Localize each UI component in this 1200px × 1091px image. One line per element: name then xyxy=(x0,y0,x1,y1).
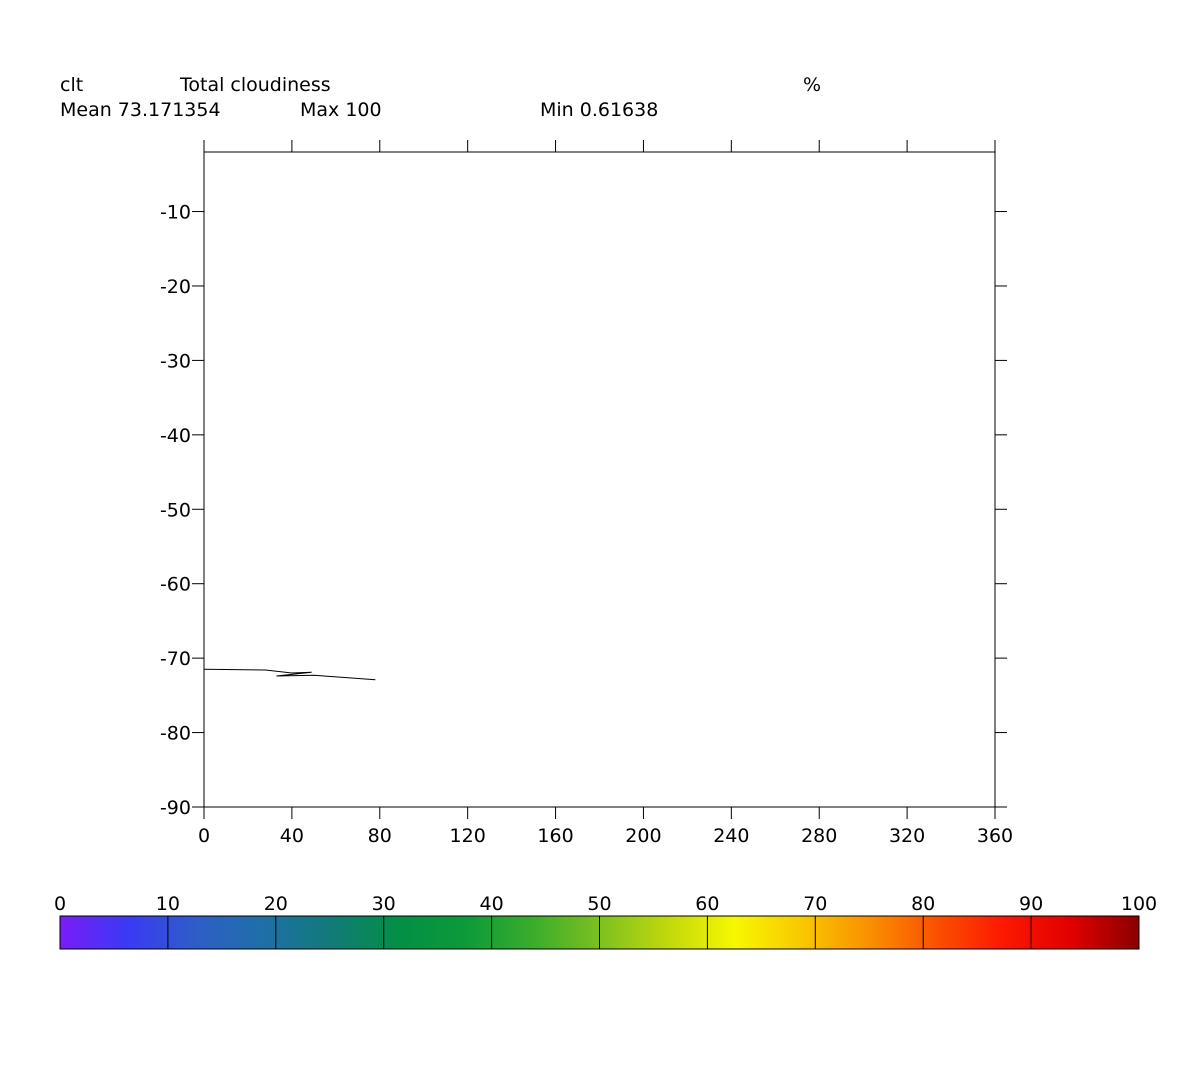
colorbar-labels: 0 10 20 30 40 50 60 70 80 90 100 xyxy=(54,893,1157,915)
x-tick-label: 320 xyxy=(889,825,925,847)
x-tick-label: 160 xyxy=(537,825,573,847)
colorbar-label: 40 xyxy=(480,893,504,915)
colorbar-dividers xyxy=(167,916,1032,949)
x-tick-label: 360 xyxy=(977,825,1013,847)
colorbar-label: 60 xyxy=(695,893,719,915)
coastline-series xyxy=(203,668,376,681)
variable-name: clt xyxy=(60,74,83,96)
colorbar-label: 10 xyxy=(156,893,180,915)
x-tick-label: 120 xyxy=(450,825,486,847)
x-tick-label: 240 xyxy=(713,825,749,847)
colorbar-label: 0 xyxy=(54,893,66,915)
colorbar-label: 50 xyxy=(587,893,611,915)
plot-area xyxy=(203,668,376,681)
x-tick-label: 80 xyxy=(368,825,392,847)
y-tick-label: -70 xyxy=(160,648,191,670)
colorbar-label: 80 xyxy=(911,893,935,915)
x-tick-label: 200 xyxy=(625,825,661,847)
y-tick-label: -20 xyxy=(160,276,191,298)
x-tick-label: 0 xyxy=(198,825,210,847)
min-stat: Min 0.61638 xyxy=(540,99,658,121)
colorbar-label: 30 xyxy=(372,893,396,915)
y-tick-label: -80 xyxy=(160,723,191,745)
y-tick-label: -90 xyxy=(160,797,191,819)
y-tick-label: -50 xyxy=(160,499,191,521)
y-tick-label: -10 xyxy=(160,202,191,224)
plot-frame xyxy=(203,151,996,808)
units-label: % xyxy=(803,74,821,96)
y-tick-label: -60 xyxy=(160,574,191,596)
x-tick-label: 40 xyxy=(280,825,304,847)
colorbar-label: 90 xyxy=(1019,893,1043,915)
x-tick-label: 280 xyxy=(801,825,837,847)
x-axis: 0 40 80 120 160 200 240 280 320 360 xyxy=(198,140,1013,847)
y-tick-label: -30 xyxy=(160,350,191,372)
long-name: Total cloudiness xyxy=(179,74,331,96)
colorbar-label: 20 xyxy=(264,893,288,915)
mean-stat: Mean 73.171354 xyxy=(60,99,221,121)
y-tick-label: -40 xyxy=(160,425,191,447)
colorbar-label: 100 xyxy=(1121,893,1157,915)
y-axis: -10 -20 -30 -40 -50 -60 -70 -80 -90 xyxy=(160,202,1007,819)
max-stat: Max 100 xyxy=(300,99,382,121)
colorbar-label: 70 xyxy=(803,893,827,915)
